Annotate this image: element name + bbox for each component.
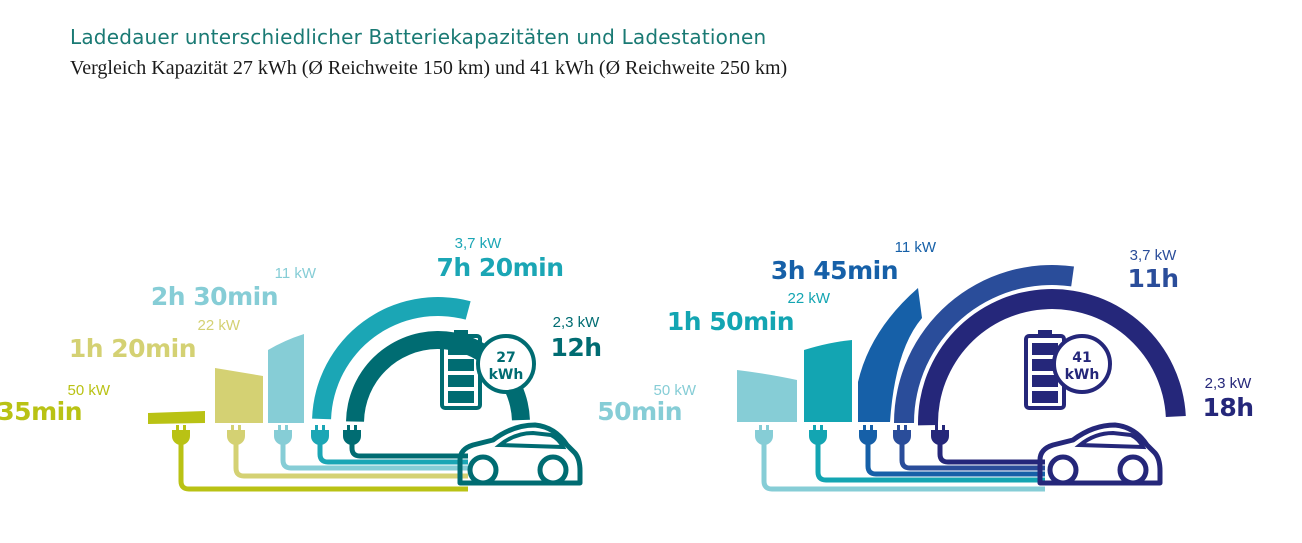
car-wheel [537,454,569,486]
plug-icon [274,430,292,445]
battery-cell [448,343,474,355]
bar-11kw [268,334,304,423]
plug-icon [172,430,190,445]
plug-icon [311,430,329,445]
charging-cable [178,444,468,492]
plug-pin [278,425,281,431]
duration-label: 18h [1202,393,1253,422]
duration-label: 3h 45min [771,256,898,285]
duration-label: 1h 50min [667,307,794,336]
duration-label: 1h 20min [69,334,196,363]
power-label: 11 kW [895,239,937,256]
plug-pin [238,425,241,431]
duration-label: 11h [1127,264,1178,293]
bar-50kw [737,370,797,422]
bar-22kw [215,368,263,423]
power-label: 11 kW [275,265,317,282]
car-icon [457,422,583,486]
plug-pin [347,425,350,431]
plug-pin [285,425,288,431]
charging-cable [761,444,1045,492]
battery-cell [1032,375,1058,387]
plug-pin [820,425,823,431]
charging-cable [280,444,468,471]
plug-pin [176,425,179,431]
battery-cell [448,391,474,403]
plug-pin [870,425,873,431]
plug-icon [809,430,827,445]
plug-icon [755,430,773,445]
battery-cell [1032,359,1058,371]
plug-icon [227,430,245,445]
bar-11kw [858,288,922,422]
power-label: 22 kW [197,317,240,334]
plug-pin [759,425,762,431]
battery-cell [448,375,474,387]
charging-cable [899,444,1045,471]
plug-pin [354,425,357,431]
duration-label: 12h [550,333,601,362]
bar-37kw [894,264,1074,423]
plug-pin [904,425,907,431]
bar-50kw [148,411,205,424]
plug-pin [315,425,318,431]
duration-label: 2h 30min [151,282,278,311]
chart-subtitle: Vergleich Kapazität 27 kWh (Ø Reichweite… [70,57,788,79]
plug-pin [231,425,234,431]
charging-cable [233,444,468,479]
plug-pin [322,425,325,431]
charging-cable [349,444,468,459]
plug-pin [813,425,816,431]
plug-pin [863,425,866,431]
capacity-value: 41 [1072,350,1091,366]
car-icon [1037,422,1163,486]
bar-22kw [804,340,852,422]
car-window [494,430,567,450]
car-wheel [1117,454,1149,486]
battery-cell [1032,343,1058,355]
chart-title: Ladedauer unterschiedlicher Batteriekapa… [70,25,767,49]
plug-icon [893,430,911,445]
power-label: 50 kW [653,382,696,399]
car-window [1074,430,1147,450]
charging-cable [865,444,1045,477]
capacity-badge [1052,334,1112,394]
battery-cell [448,359,474,371]
bar-37kw [312,297,471,420]
charging-cable [815,444,1045,483]
duration-label: 7h 20min [436,253,563,282]
battery-cell [1032,391,1058,403]
plug-pin [766,425,769,431]
capacity-unit: kWh [1065,367,1100,383]
duration-label: 50min [597,397,682,426]
power-label: 3,7 kW [455,235,503,252]
duration-label: 35min [0,397,82,426]
car-wheel [1047,454,1079,486]
capacity-unit: kWh [489,367,524,383]
power-label: 2,3 kW [1205,375,1253,392]
power-label: 22 kW [787,290,830,307]
plug-icon [859,430,877,445]
power-label: 50 kW [67,382,110,399]
plug-pin [183,425,186,431]
plug-icon [931,430,949,445]
capacity-badge [476,334,536,394]
power-label: 3,7 kW [1130,247,1178,264]
charging-cable [317,444,468,465]
plug-pin [897,425,900,431]
capacity-value: 27 [496,350,515,366]
battery-terminal [1038,330,1052,337]
bar-23kw [918,288,1186,426]
power-label: 2,3 kW [553,314,601,331]
plug-pin [942,425,945,431]
car-wheel [467,454,499,486]
charging-cable [937,444,1045,465]
battery-terminal [454,330,468,337]
plug-pin [935,425,938,431]
plug-icon [343,430,361,445]
